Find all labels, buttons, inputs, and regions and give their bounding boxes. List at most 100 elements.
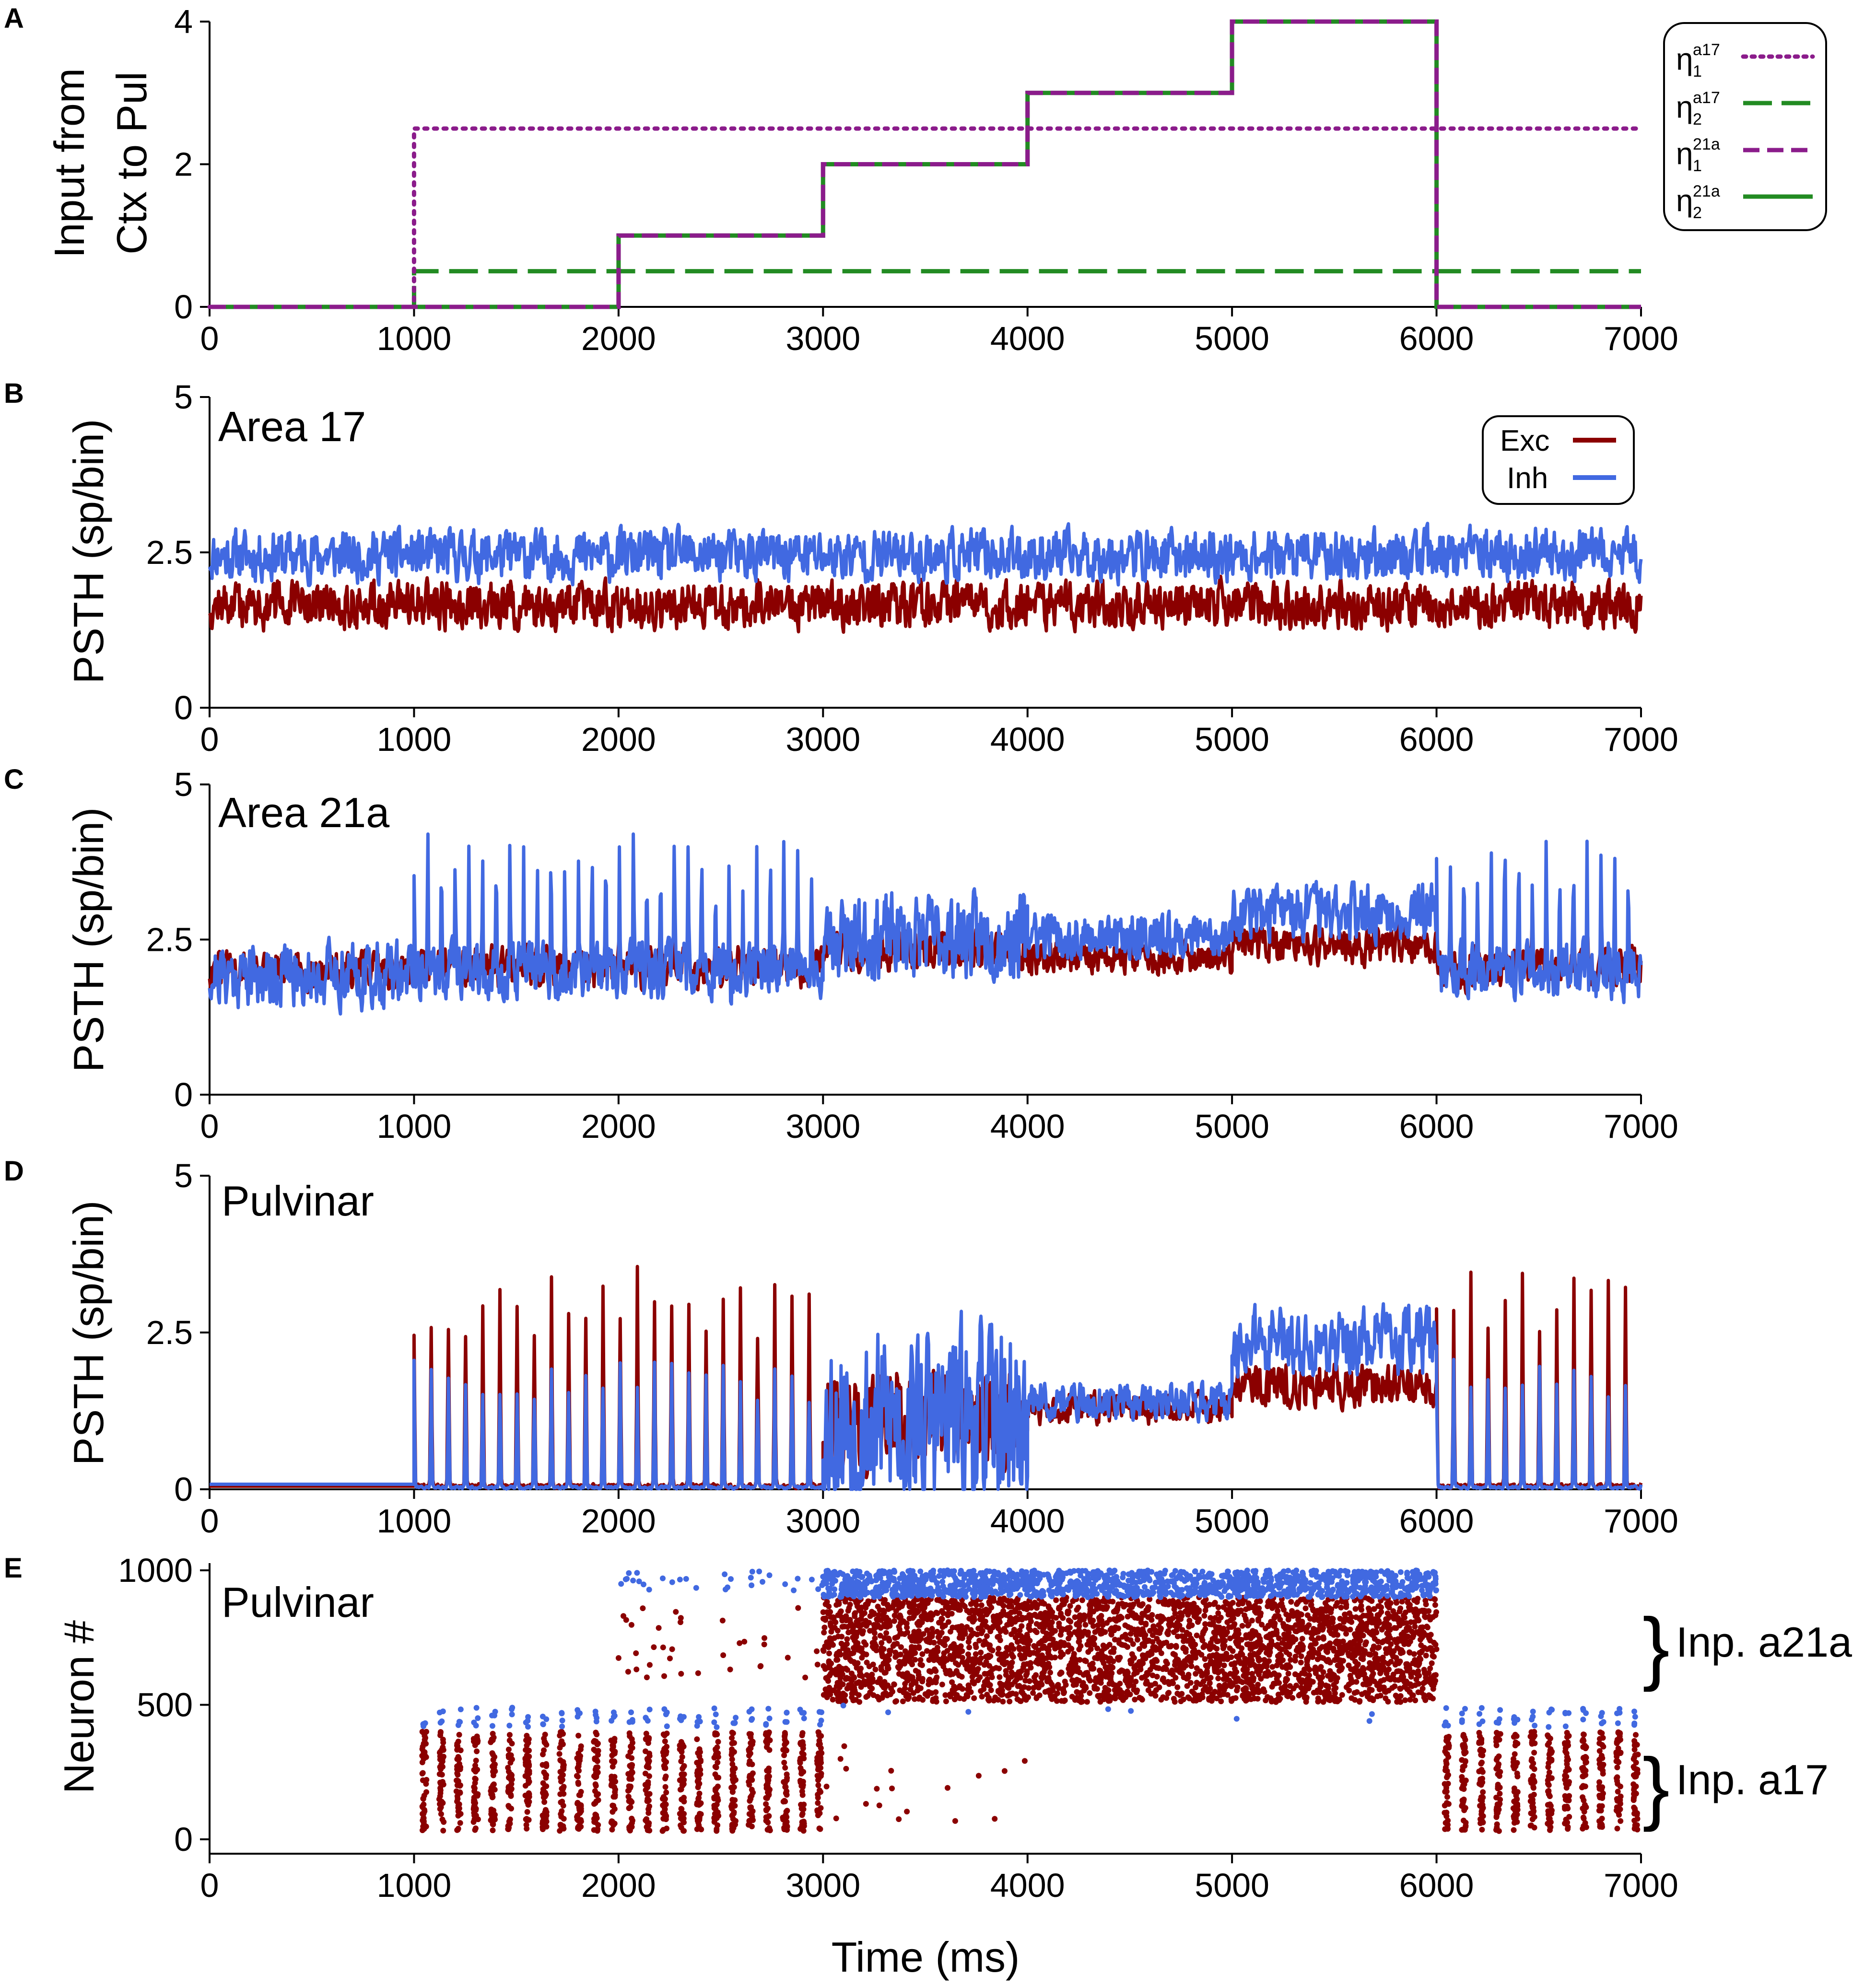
panel-e-spike-0-1255: [1429, 1648, 1435, 1654]
panel-e-spike-1-1202: [1393, 1573, 1399, 1579]
panel-e-spike-2-35: [420, 1796, 426, 1802]
panel-e-spike-0-2342: [1245, 1600, 1252, 1606]
panel-e-spike-0-3077: [1319, 1644, 1325, 1650]
panel-e-spike-0-1287: [1432, 1678, 1439, 1684]
panel-e-spike-1-592: [1414, 1567, 1420, 1574]
panel-e-spike-0-3162: [880, 1607, 886, 1613]
panel-e-spike-0-415: [1133, 1679, 1139, 1684]
panel-e-spike-2-160: [472, 1776, 479, 1782]
panel-e-spike-0-3195: [1049, 1630, 1055, 1636]
panel-b-xtick-label-6: 6000: [1399, 721, 1474, 758]
panel-e-spike-1-1106: [874, 1586, 880, 1592]
panel-e-spike-1-1368: [1269, 1592, 1275, 1599]
panel-d-ytick-label-0: 0: [174, 1471, 193, 1508]
panel-e-spike-0-2961: [1243, 1635, 1249, 1641]
panel-e-spike-0-2054: [918, 1613, 925, 1620]
panel-e-spike-0-1117: [966, 1644, 973, 1650]
panel-e-spike-0-3038: [1215, 1638, 1221, 1644]
panel-e-spike-0-1400: [1084, 1699, 1090, 1705]
panel-e-spike-0-2151: [874, 1679, 880, 1685]
panel-e-spike-0-2645: [978, 1615, 985, 1622]
panel-c-ytick-label-2: 5: [174, 766, 193, 803]
panel-e-spike-0-2399: [1428, 1694, 1434, 1700]
panel-e-spike-0-2850: [1360, 1681, 1366, 1687]
panel-e-spike-1-1363: [900, 1571, 905, 1577]
panel-e-spike-0-2072: [1356, 1650, 1362, 1656]
panel-e-spike-0-1343: [1037, 1639, 1043, 1646]
panel-d-ylabel: PSTH (sp/bin): [65, 1201, 112, 1466]
panel-e-spike-0-3163: [1396, 1618, 1402, 1625]
panel-e-spike-0-2518: [827, 1691, 833, 1697]
panel-e-spike-0-3036: [1333, 1639, 1339, 1646]
panel-e-spike-0-3132: [1423, 1674, 1429, 1681]
panel-e-spike-0-3025: [842, 1599, 848, 1605]
panel-e-spike-1-993: [1012, 1579, 1019, 1585]
panel-e-spike-0-2623: [1273, 1671, 1279, 1678]
panel-e-spike-1-1328: [1336, 1586, 1342, 1592]
panel-e-spike-0-2457: [1422, 1679, 1429, 1685]
panel-e-spike-0-1627: [901, 1659, 907, 1665]
panel-e-spike-0-3134: [1087, 1609, 1093, 1615]
panel-e-spike-0-1030: [1347, 1626, 1353, 1633]
panel-e-spike-0-3003: [829, 1625, 835, 1631]
panel-e-spike-0-1915: [1273, 1627, 1279, 1634]
panel-e-spike-0-2966: [1161, 1597, 1168, 1603]
panel-e-spike-0-3072: [824, 1599, 830, 1605]
panel-e-spike-1-1186: [1348, 1585, 1354, 1591]
panel-b: B PSTH (sp/bin) 0 1000 2000 3000 4000 5000 600…: [4, 378, 1678, 758]
panel-e-spike-0-2619: [985, 1671, 991, 1677]
panel-e-spike-1-1391: [1341, 1594, 1348, 1600]
panel-e-spike-0-2658: [1048, 1693, 1054, 1699]
panel-e-spike-0-2778: [970, 1659, 976, 1665]
panel-e-spike-0-3105: [1012, 1619, 1018, 1625]
panel-e-spike-0-2704: [1308, 1679, 1314, 1685]
panel-e-spike-0-2471: [1352, 1697, 1358, 1703]
panel-e-spike-1-1027: [915, 1590, 921, 1597]
panel-e-spike-0-2832: [840, 1696, 846, 1703]
panel-e-spike-0-2517: [1082, 1614, 1088, 1620]
panel-e-spike-0-1881: [1172, 1662, 1178, 1668]
panel-e-spike-0-2106: [1417, 1655, 1423, 1661]
panel-e-spike-2-26: [419, 1759, 425, 1765]
panel-b-xtick-label-3: 3000: [786, 721, 860, 758]
panel-e-spike-0-3064: [1388, 1650, 1395, 1656]
panel-e-spike-2-177: [474, 1748, 480, 1754]
panel-e-spike-0-2355: [985, 1680, 991, 1686]
panel-e-spike-0-3100: [908, 1648, 914, 1654]
panel-e-spike-1-1327: [909, 1572, 915, 1578]
panel-e-spike-0-3033: [1385, 1636, 1391, 1642]
panel-e-spike-0-2107: [1422, 1598, 1429, 1604]
panel-e-spike-2-85: [440, 1764, 446, 1770]
panel-e-spike-0-2031: [1031, 1685, 1037, 1691]
panel-e-spike-1-385: [1149, 1569, 1155, 1575]
panel-e-spike-0-2204: [938, 1615, 945, 1622]
panel-e-spike-0-2981: [1309, 1654, 1315, 1660]
panel-e-spike-0-2916: [1407, 1638, 1413, 1645]
panel-e-spike-0-1445: [821, 1648, 827, 1654]
panel-e-spike-0-2350: [1392, 1637, 1398, 1643]
panel-e-spike-0-2201: [1149, 1639, 1156, 1645]
panel-e-spike-0-2378: [1285, 1641, 1291, 1648]
panel-e-spike-0-2601: [879, 1667, 884, 1673]
panel-e-spike-0-2723: [1141, 1611, 1147, 1617]
panel-e-spike-0-2452: [1332, 1657, 1338, 1663]
panel-e-spike-2-83: [437, 1785, 444, 1791]
panel-e-spike-0-2752: [1019, 1614, 1025, 1621]
panel-e-spike-0-1082: [1334, 1600, 1340, 1606]
panel-e-spike-0-1574: [1127, 1631, 1134, 1637]
panel-e-spike-0-587: [877, 1633, 883, 1639]
panel-e-spike-0-2613: [1204, 1664, 1210, 1671]
panel-e-spike-0-1391: [1048, 1655, 1055, 1661]
panel-e-spike-0-2402: [1376, 1603, 1383, 1609]
panel-e-spike-0-1615: [1430, 1614, 1436, 1620]
panel-e-spike-0-1955: [1085, 1649, 1091, 1655]
panel-e-spike-0-1947: [1127, 1691, 1133, 1697]
panel-e-spike-0-2939: [1320, 1625, 1326, 1631]
panel-e-spike-1-1041: [852, 1574, 858, 1579]
panel-e-spike-0-1763: [947, 1694, 953, 1700]
panel-e-spike-0-2331: [1118, 1667, 1125, 1673]
panel-e-spike-0-2843: [1024, 1602, 1031, 1609]
panel-e-spike-0-2504: [1065, 1610, 1071, 1616]
panel-e-spike-0-2947: [1257, 1598, 1263, 1604]
panel-e-spike-1-1168: [1060, 1570, 1067, 1577]
